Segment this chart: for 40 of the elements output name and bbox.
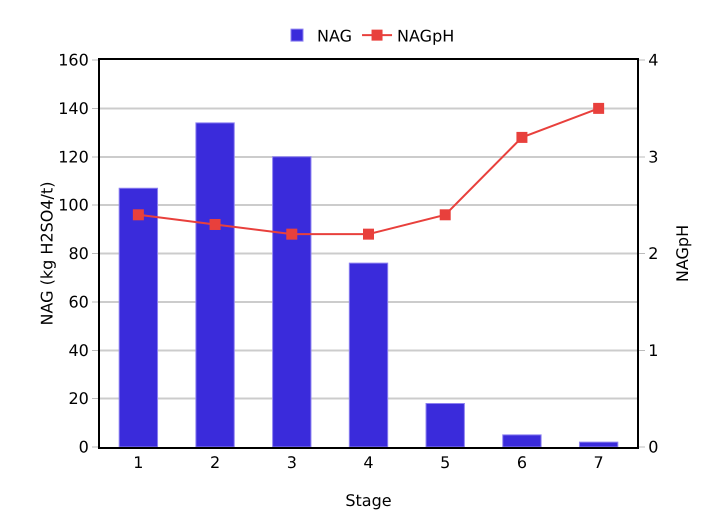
y2-tick-label: 2 <box>648 244 658 264</box>
x-tick-label: 5 <box>440 453 450 472</box>
point <box>363 228 374 240</box>
x-tick-label: 4 <box>363 453 374 472</box>
legend-label: NAGpH <box>397 26 454 46</box>
point <box>516 132 528 143</box>
y-axis-title: NAG (kg H2SO4/t) <box>37 182 56 326</box>
point <box>440 209 451 220</box>
x-axis-title: Stage <box>345 491 392 510</box>
y-tick-label: 80 <box>68 244 89 264</box>
y-tick-label: 100 <box>58 196 89 215</box>
y-tick-label: 120 <box>58 147 89 166</box>
y-tick-label: 20 <box>68 389 89 408</box>
bar <box>578 442 618 447</box>
y-tick-label: 160 <box>58 50 89 70</box>
bar <box>272 156 312 447</box>
y-tick-label: 60 <box>68 292 89 312</box>
legend-label: NAG <box>317 26 352 46</box>
point <box>593 102 604 114</box>
bar <box>195 122 235 447</box>
y2-tick-label: 1 <box>648 340 658 360</box>
y2-tick-label: 4 <box>648 50 658 70</box>
x-tick-label: 1 <box>133 453 144 472</box>
y2-axis-title: NAGpH <box>673 224 692 282</box>
y-tick-label: 0 <box>78 438 89 457</box>
point <box>286 228 298 240</box>
bar <box>426 402 465 447</box>
y-tick-label: 140 <box>58 98 89 118</box>
bar <box>118 188 158 447</box>
x-tick-label: 3 <box>286 453 297 472</box>
x-tick-label: 2 <box>210 453 220 472</box>
y2-tick-label: 0 <box>648 438 658 457</box>
bar <box>502 434 542 447</box>
point <box>210 218 221 230</box>
x-tick-label: 7 <box>594 453 604 472</box>
y2-tick-label: 3 <box>648 147 658 166</box>
bar <box>348 262 388 447</box>
point <box>132 209 144 220</box>
y-tick-label: 40 <box>68 340 89 360</box>
x-tick-label: 6 <box>516 453 528 472</box>
